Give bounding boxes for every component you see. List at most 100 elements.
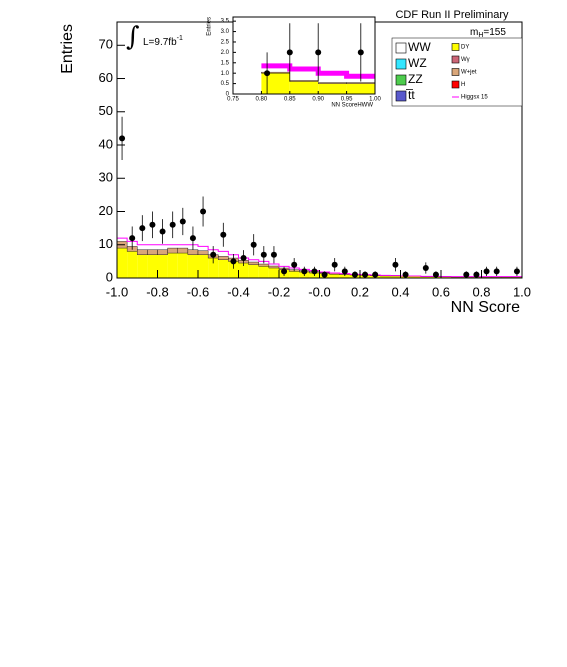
histogram-bar — [346, 82, 376, 84]
legend-swatch — [395, 58, 407, 70]
label-part: -1 — [177, 35, 183, 42]
x-tick-label: 0.2 — [351, 284, 369, 299]
label-part: =155 — [483, 27, 506, 38]
data-point — [357, 49, 364, 56]
histogram-bar — [127, 251, 138, 278]
data-point — [139, 225, 146, 232]
data-point — [200, 208, 207, 215]
plot-frame — [232, 16, 376, 95]
data-point — [250, 241, 257, 248]
legend-swatch — [451, 43, 460, 51]
histogram-bar — [137, 249, 148, 255]
y-tick-label: 60 — [99, 70, 113, 85]
data-point — [149, 221, 156, 228]
data-point — [315, 49, 322, 56]
data-point — [362, 271, 369, 278]
y-tick-label: 2.0 — [221, 50, 230, 56]
data-point — [260, 251, 267, 258]
histogram-bar — [258, 266, 269, 278]
histogram-bar — [137, 254, 148, 278]
data-point — [264, 70, 271, 77]
histogram-bar — [167, 253, 178, 278]
x-axis-label: NN ScoreHWW — [331, 103, 373, 109]
histogram-bar — [248, 264, 259, 278]
x-tick-label: 1.00 — [369, 97, 381, 103]
data-point — [473, 271, 480, 278]
data-point — [286, 49, 293, 56]
y-tick-label: 30 — [99, 170, 113, 185]
histogram-bar — [441, 276, 452, 278]
x-tick-label: -0.2 — [268, 284, 290, 299]
data-point — [159, 228, 166, 235]
x-tick-label: 0.85 — [284, 97, 296, 103]
x-axis-label: NN Score — [451, 299, 520, 316]
legend-label: DY — [461, 45, 469, 51]
legend-swatch — [451, 80, 460, 89]
histogram-bar — [218, 256, 229, 260]
y-tick-label: 0 — [106, 269, 113, 284]
legend-swatch — [395, 42, 407, 54]
legend-swatch — [451, 55, 460, 64]
data-point — [281, 268, 288, 275]
y-tick-label: 2.5 — [221, 40, 230, 46]
label-part: L=9.7fb — [143, 37, 177, 48]
histogram-bar — [339, 274, 350, 278]
x-tick-label: 0.95 — [341, 97, 353, 103]
mass-label: mH=155 — [470, 27, 506, 39]
data-point — [291, 261, 298, 268]
x-tick-label: -0.4 — [227, 284, 249, 299]
legend-swatch — [395, 74, 407, 86]
histogram-bar — [268, 268, 279, 278]
integral-sign: ∫ — [126, 22, 140, 52]
data-point — [179, 218, 186, 225]
histogram-bar — [117, 248, 128, 278]
histogram-bar — [208, 258, 219, 278]
histogram-bar — [329, 274, 340, 278]
histogram-bar — [248, 261, 259, 265]
x-tick-label: -0.0 — [308, 284, 330, 299]
data-point — [463, 271, 470, 278]
legend-label: H — [461, 82, 465, 88]
data-point — [432, 271, 439, 278]
histogram-bar — [198, 254, 209, 278]
data-point — [220, 231, 227, 238]
x-tick-label: 0.90 — [312, 97, 324, 103]
data-point — [119, 135, 126, 142]
y-tick-label: 70 — [99, 37, 113, 52]
x-tick-label: -1.0 — [106, 284, 128, 299]
histogram-bar — [177, 253, 188, 278]
y-tick-label: 1.5 — [221, 60, 230, 66]
legend-label: Higgsx 15 — [461, 95, 488, 101]
histogram-bar — [157, 254, 168, 278]
histogram-bar — [318, 82, 347, 84]
y-tick-label: 10 — [99, 236, 113, 251]
histogram-bar — [258, 263, 270, 267]
y-axis-label: Entries — [207, 17, 213, 36]
lumi-label: L=9.7fb-1 — [143, 35, 183, 48]
data-point — [311, 268, 318, 275]
data-point — [422, 265, 429, 272]
y-tick-label: 40 — [99, 136, 113, 151]
histogram-bar — [147, 249, 158, 255]
y-tick-label: 1.0 — [221, 71, 230, 77]
data-point — [493, 268, 500, 275]
label-part: H — [478, 32, 483, 39]
histogram-bar — [390, 276, 401, 278]
legend-label: WZ — [408, 56, 427, 70]
histogram-bar — [289, 271, 300, 278]
data-point — [351, 271, 358, 278]
x-tick-label: 0.80 — [256, 97, 268, 103]
histogram-bar — [346, 83, 375, 94]
histogram-bar — [238, 263, 249, 278]
y-tick-label: 3.5 — [221, 19, 230, 25]
y-axis-label: Entries — [59, 24, 76, 74]
label-part: m — [470, 27, 478, 38]
data-point — [240, 255, 247, 262]
y-tick-label: 0.5 — [221, 81, 230, 87]
histogram-bar — [261, 73, 290, 94]
x-tick-label: -0.8 — [146, 284, 168, 299]
histogram-bar — [197, 250, 209, 255]
legend-swatch — [451, 68, 460, 76]
